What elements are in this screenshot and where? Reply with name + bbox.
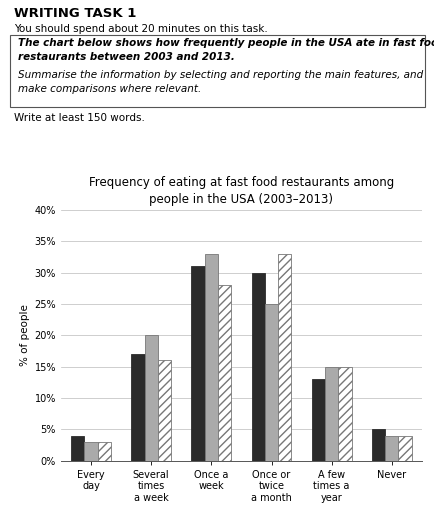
Bar xyxy=(144,335,158,461)
Text: The chart below shows how frequently people in the USA ate in fast food
restaura: The chart below shows how frequently peo… xyxy=(18,38,434,62)
Bar xyxy=(204,254,217,461)
Bar xyxy=(311,379,324,461)
Bar xyxy=(158,360,171,461)
Text: You should spend about 20 minutes on this task.: You should spend about 20 minutes on thi… xyxy=(14,24,267,34)
Text: WRITING TASK 1: WRITING TASK 1 xyxy=(14,7,136,20)
Bar xyxy=(251,272,264,461)
Bar xyxy=(84,442,97,461)
Bar xyxy=(97,442,111,461)
Bar xyxy=(10,35,424,107)
Bar xyxy=(277,254,291,461)
Title: Frequency of eating at fast food restaurants among
people in the ​USA​ (2003–201: Frequency of eating at fast food restaur… xyxy=(89,176,393,206)
Bar xyxy=(324,367,338,461)
Bar xyxy=(191,266,204,461)
Text: Write at least 150 words.: Write at least 150 words. xyxy=(14,113,145,123)
Bar xyxy=(217,285,230,461)
Bar xyxy=(398,436,411,461)
Bar xyxy=(385,436,398,461)
Bar xyxy=(264,304,277,461)
Bar xyxy=(338,367,351,461)
Bar xyxy=(371,430,385,461)
Bar xyxy=(71,436,84,461)
Y-axis label: % of people: % of people xyxy=(20,305,30,366)
Bar xyxy=(131,354,144,461)
Text: Summarise the information by selecting and reporting the main features, and
make: Summarise the information by selecting a… xyxy=(18,70,422,94)
